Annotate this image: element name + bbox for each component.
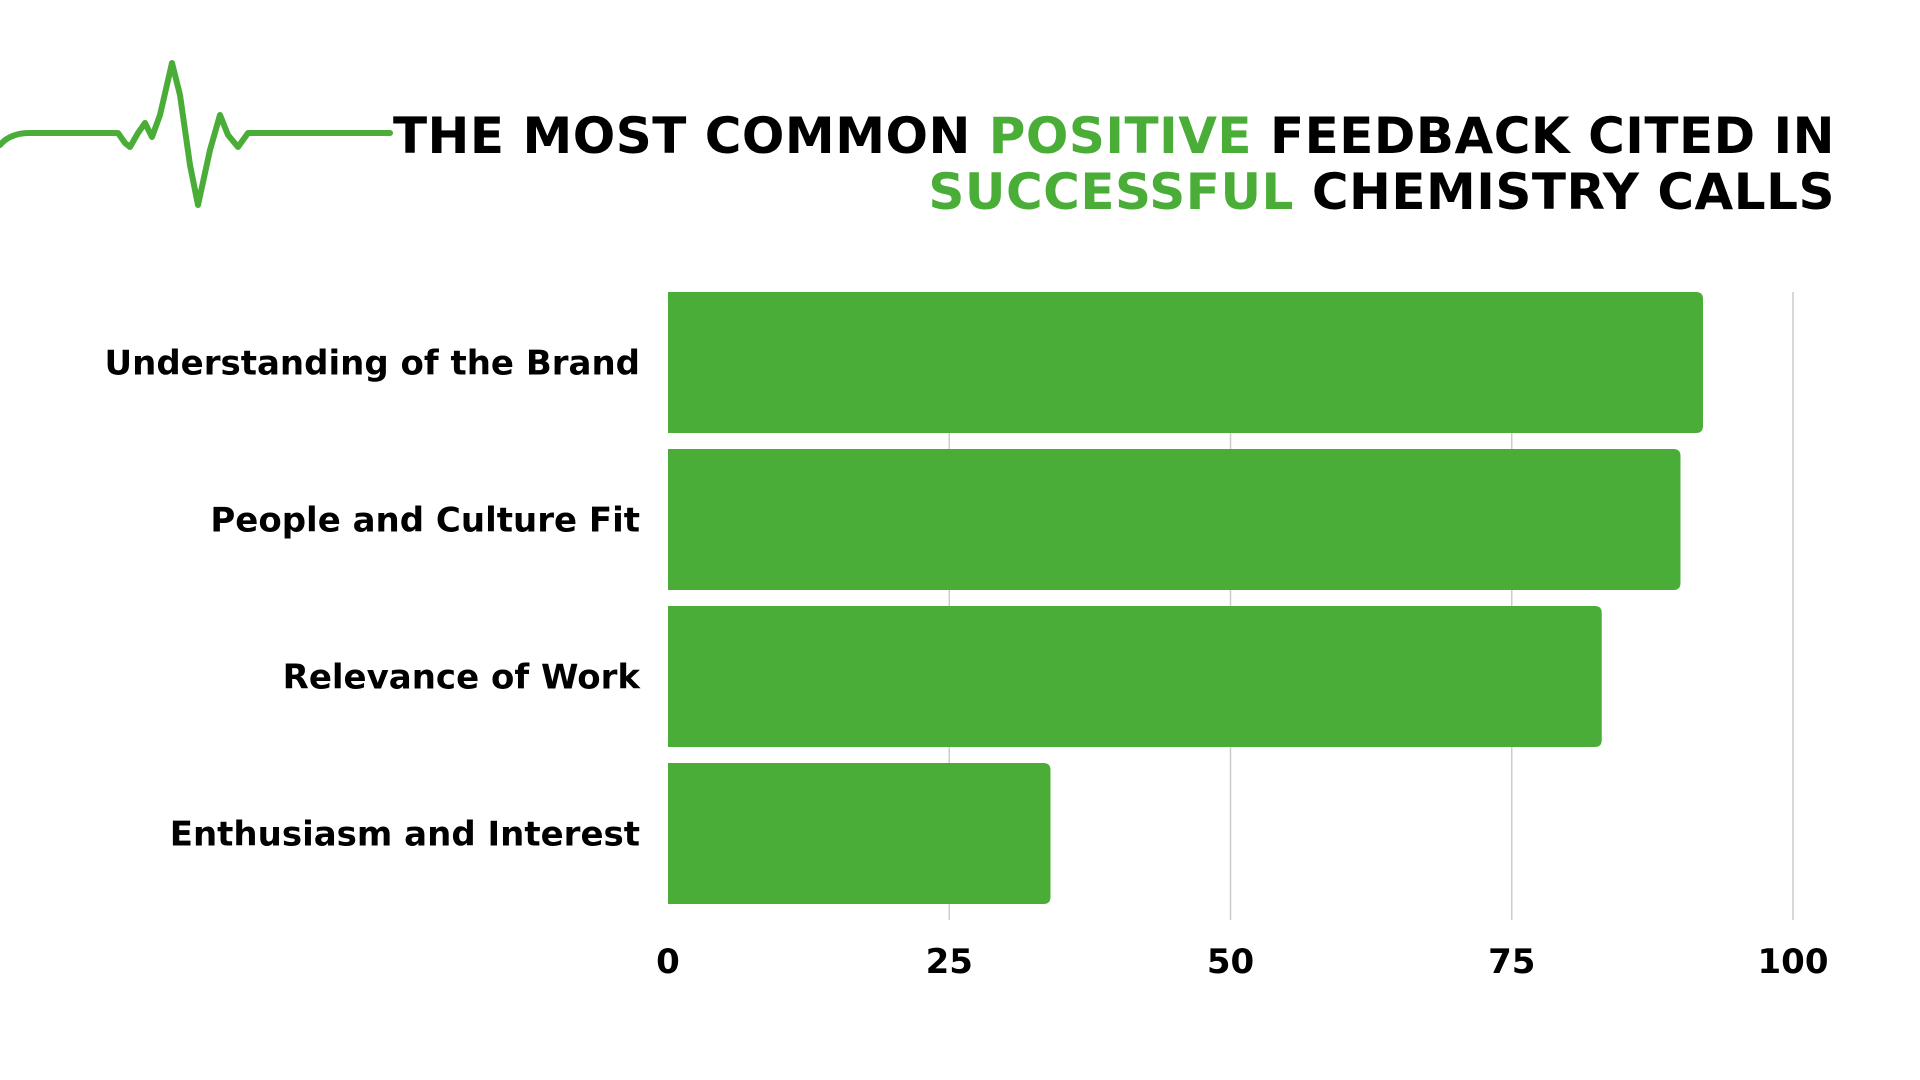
title-part-3: chemistry calls (1293, 163, 1835, 221)
heartbeat-pulse-icon (0, 60, 393, 208)
category-label-1: People and Culture Fit (210, 501, 640, 541)
title-part-2: feedback cited in (1252, 107, 1835, 165)
x-tick-label-0: 0 (656, 942, 680, 982)
x-tick-label-75: 75 (1488, 942, 1535, 982)
bar-0 (668, 292, 1703, 433)
category-label-2: Relevance of Work (283, 658, 642, 698)
category-label-3: Enthusiasm and Interest (170, 815, 640, 855)
x-tick-label-25: 25 (926, 942, 973, 982)
x-tick-label-50: 50 (1207, 942, 1254, 982)
chart-title: The most common positive feedback cited … (355, 108, 1835, 220)
bar-3 (668, 763, 1051, 904)
title-accent-positive: positive (988, 107, 1253, 165)
x-tick-label-100: 100 (1758, 942, 1829, 982)
bar-2 (668, 606, 1602, 747)
title-part-1: The most common (392, 107, 989, 165)
title-accent-successful: successful (928, 163, 1294, 221)
category-label-0: Understanding of the Brand (105, 344, 641, 384)
bar-1 (668, 449, 1681, 590)
